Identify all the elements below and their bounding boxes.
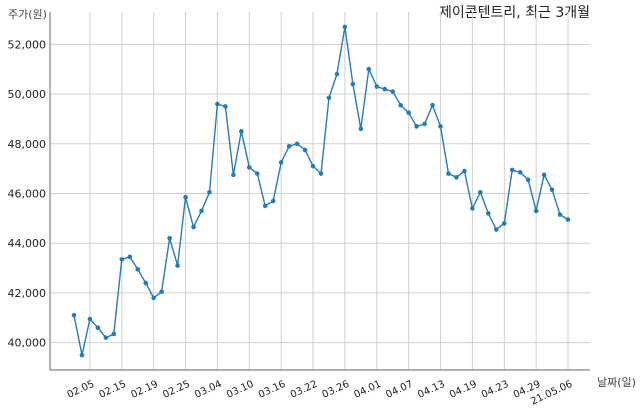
data-point <box>422 121 427 127</box>
data-point <box>438 124 443 129</box>
series-line <box>73 26 569 356</box>
data-point <box>334 71 340 77</box>
data-point <box>207 189 212 195</box>
y-tick-label: 40,000 <box>8 337 47 350</box>
data-point <box>87 316 93 322</box>
data-point <box>71 313 77 318</box>
data-point <box>318 171 324 176</box>
data-point <box>246 165 252 170</box>
data-point <box>366 66 372 72</box>
data-point <box>406 110 411 115</box>
data-point <box>175 263 180 268</box>
data-point <box>159 289 164 294</box>
x-tick-label: 02.05 <box>66 379 97 401</box>
x-tick-label: 03.16 <box>257 379 288 401</box>
data-point <box>215 101 220 107</box>
data-point <box>326 95 332 101</box>
data-point <box>270 198 276 204</box>
data-point <box>382 86 388 92</box>
x-tick-label: 03.04 <box>193 379 224 401</box>
y-tick-labels: 40,000 42,000 44,000 46,000 48,000 50,000 52,0… <box>8 38 47 349</box>
data-point <box>167 235 172 241</box>
x-axis-label: 날짜(일) <box>597 375 636 389</box>
data-point <box>350 81 356 87</box>
data-point <box>517 170 523 175</box>
price-series <box>71 24 571 358</box>
data-point <box>478 189 483 195</box>
y-tick-label: 46,000 <box>8 187 47 200</box>
data-point <box>231 172 236 178</box>
data-point <box>199 208 204 214</box>
y-tick-label: 50,000 <box>8 88 47 101</box>
data-point <box>462 168 467 174</box>
data-point <box>143 280 149 286</box>
data-point <box>111 331 117 337</box>
axes <box>49 12 590 371</box>
x-tick-label: 03.10 <box>225 379 256 401</box>
data-point <box>557 212 563 217</box>
x-tick-labels: 02.05 02.15 02.19 02.25 03.04 03.10 03.16 03.22… <box>66 379 575 408</box>
x-tick-label: 04.23 <box>480 379 511 401</box>
data-point <box>103 335 109 340</box>
data-point <box>286 143 292 149</box>
data-point <box>183 194 188 200</box>
y-tick-label: 48,000 <box>8 138 47 151</box>
x-tick-label: 03.26 <box>321 379 352 401</box>
data-point <box>135 267 141 272</box>
data-point <box>95 325 101 331</box>
data-point <box>223 104 228 109</box>
data-point <box>414 124 419 129</box>
data-point <box>486 211 491 216</box>
data-point <box>294 141 300 147</box>
x-tick-label: 04.19 <box>448 379 479 401</box>
x-tick-label: 04.07 <box>384 379 415 401</box>
data-point <box>119 257 125 262</box>
data-point <box>533 208 539 214</box>
data-point <box>493 227 499 232</box>
data-point <box>398 102 403 108</box>
x-tick-label: 04.13 <box>416 379 447 401</box>
data-point <box>262 203 268 209</box>
data-point <box>358 126 364 132</box>
data-point <box>430 102 435 108</box>
data-point <box>127 254 133 260</box>
y-tick-label: 44,000 <box>8 237 47 250</box>
data-point <box>541 172 547 178</box>
y-axis-label: 주가(원) <box>8 8 47 21</box>
data-point <box>191 224 196 230</box>
data-point <box>390 89 396 94</box>
data-point <box>549 187 555 193</box>
x-tick-label: 02.25 <box>161 379 192 401</box>
x-tick-label: 03.22 <box>289 379 320 401</box>
chart-title: 제이콘텐트리, 최근 3개월 <box>439 5 590 21</box>
x-tick-label: 02.19 <box>129 379 160 401</box>
data-point <box>454 175 459 180</box>
data-point <box>525 177 531 183</box>
data-point <box>374 84 380 89</box>
data-point <box>470 206 475 211</box>
grid <box>50 12 590 370</box>
data-point <box>509 167 515 173</box>
data-point <box>310 163 316 169</box>
data-point <box>151 295 156 301</box>
y-tick-label: 52,000 <box>8 38 47 51</box>
data-point <box>302 147 308 153</box>
x-tick-label: 04.01 <box>352 379 383 401</box>
data-point <box>254 171 260 176</box>
data-point <box>565 217 571 222</box>
data-point <box>239 129 244 134</box>
data-point <box>501 221 507 226</box>
data-point <box>446 171 451 176</box>
data-point <box>79 352 85 358</box>
x-tick-label: 02.15 <box>97 379 128 401</box>
y-tick-label: 42,000 <box>8 287 47 300</box>
data-point <box>278 160 284 165</box>
data-point <box>342 24 348 30</box>
